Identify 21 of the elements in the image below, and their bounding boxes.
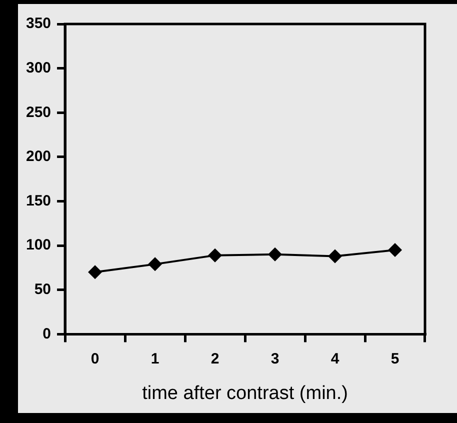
x-tick-label: 1 <box>150 350 160 368</box>
point <box>388 243 402 258</box>
y-tick-label: 50 <box>34 281 52 298</box>
y-tick-label: 250 <box>26 104 52 121</box>
y-tick-label: 300 <box>26 59 52 76</box>
y-tick-label: 100 <box>26 236 52 254</box>
y-tick-label: 0 <box>42 325 52 342</box>
point <box>148 257 162 272</box>
point <box>88 265 102 280</box>
x-tick-label: 3 <box>270 350 280 368</box>
point <box>268 247 282 262</box>
y-tick-label: 350 <box>26 15 52 32</box>
y-tick-label: 150 <box>26 192 52 210</box>
x-tick-label: 0 <box>90 350 100 368</box>
x-axis-title: time after contrast (min.) <box>142 382 348 404</box>
x-tick-label: 4 <box>330 350 340 368</box>
point <box>328 249 342 264</box>
x-tick-label: 2 <box>210 350 220 368</box>
y-tick-label: 200 <box>26 148 52 166</box>
point <box>208 248 222 262</box>
x-tick-label: 5 <box>390 350 400 368</box>
